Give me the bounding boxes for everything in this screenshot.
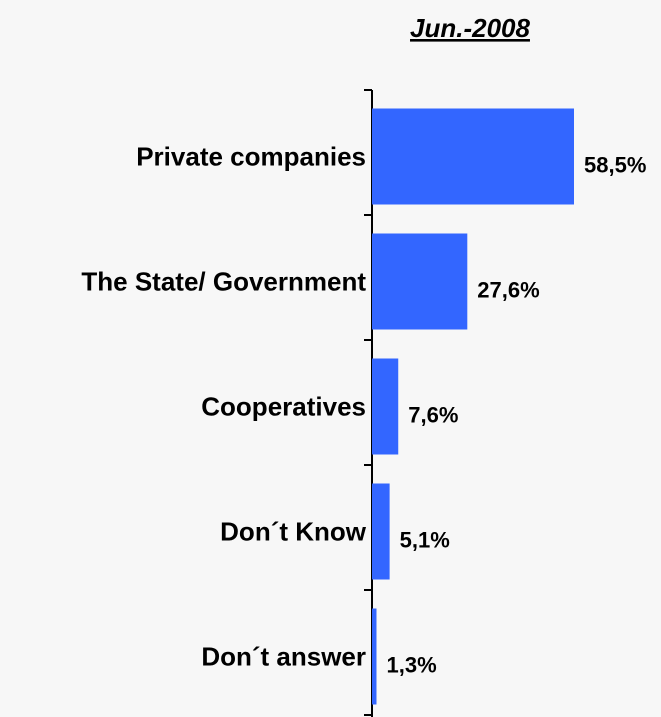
bar <box>372 108 574 205</box>
bars-layer <box>372 108 574 705</box>
category-label: The State/ Government <box>81 267 366 297</box>
bar <box>372 483 390 580</box>
labels-layer: Private companies 58,5% The State/ Governm… <box>81 142 646 678</box>
category-label: Don´t answer <box>201 642 366 672</box>
bar <box>372 233 468 330</box>
value-label: 58,5% <box>584 153 646 178</box>
value-label: 7,6% <box>408 403 458 428</box>
value-label: 27,6% <box>477 278 539 303</box>
value-label: 1,3% <box>386 653 436 678</box>
chart-title: Jun.-2008 <box>410 13 530 43</box>
value-label: 5,1% <box>400 528 450 553</box>
bar <box>372 608 377 705</box>
category-label: Cooperatives <box>201 392 366 422</box>
category-label: Private companies <box>136 142 366 172</box>
bar <box>372 358 399 455</box>
category-label: Don´t Know <box>220 517 367 547</box>
